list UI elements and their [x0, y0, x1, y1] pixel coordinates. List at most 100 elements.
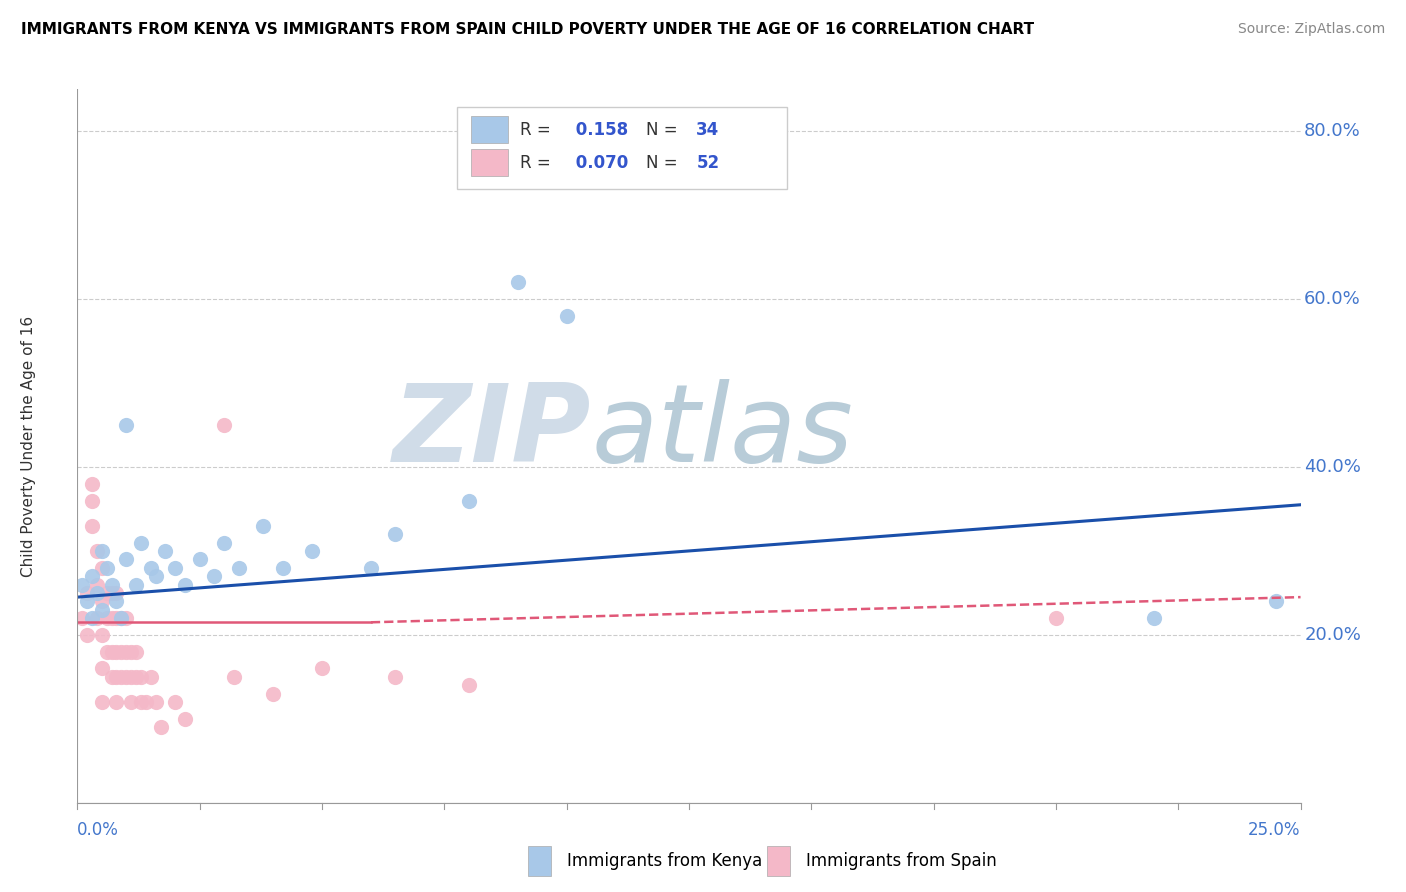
Text: 0.158: 0.158	[571, 121, 628, 139]
Point	[252, 518, 274, 533]
Point	[70, 577, 93, 591]
Point	[125, 645, 148, 659]
Point	[174, 577, 197, 591]
Text: 0.070: 0.070	[571, 154, 628, 172]
Point	[76, 586, 98, 600]
Point	[212, 535, 235, 549]
Point	[1265, 594, 1288, 608]
FancyBboxPatch shape	[471, 149, 508, 177]
Text: N =: N =	[647, 121, 683, 139]
Text: atlas: atlas	[591, 379, 853, 484]
Point	[86, 586, 108, 600]
Point	[222, 670, 245, 684]
Point	[145, 695, 167, 709]
Point	[100, 670, 122, 684]
Point	[139, 560, 162, 574]
Point	[149, 720, 172, 734]
Point	[80, 476, 103, 491]
Point	[80, 611, 103, 625]
Text: 60.0%: 60.0%	[1305, 290, 1361, 308]
Point	[165, 695, 187, 709]
Text: 40.0%: 40.0%	[1305, 458, 1361, 476]
FancyBboxPatch shape	[471, 116, 508, 143]
Text: Child Poverty Under the Age of 16: Child Poverty Under the Age of 16	[21, 316, 37, 576]
Point	[80, 569, 103, 583]
Point	[115, 552, 138, 566]
Point	[120, 645, 142, 659]
FancyBboxPatch shape	[457, 107, 787, 189]
Point	[100, 611, 122, 625]
Point	[301, 544, 323, 558]
Point	[1143, 611, 1166, 625]
Point	[110, 611, 132, 625]
Point	[96, 586, 118, 600]
Point	[86, 544, 108, 558]
Text: R =: R =	[520, 154, 557, 172]
Point	[110, 670, 132, 684]
Point	[86, 611, 108, 625]
Point	[271, 560, 294, 574]
Point	[228, 560, 250, 574]
Point	[105, 645, 128, 659]
Point	[105, 611, 128, 625]
Point	[115, 611, 138, 625]
Point	[129, 535, 152, 549]
Point	[125, 670, 148, 684]
Point	[457, 493, 479, 508]
Point	[115, 670, 138, 684]
Point	[90, 603, 112, 617]
Point	[115, 417, 138, 432]
Text: R =: R =	[520, 121, 557, 139]
Point	[145, 569, 167, 583]
Point	[90, 560, 112, 574]
Point	[100, 586, 122, 600]
Point	[96, 645, 118, 659]
Point	[202, 569, 225, 583]
Point	[135, 695, 157, 709]
Point	[105, 586, 128, 600]
Point	[360, 560, 382, 574]
Point	[90, 628, 112, 642]
Text: 25.0%: 25.0%	[1249, 821, 1301, 838]
Text: Immigrants from Spain: Immigrants from Spain	[806, 852, 997, 870]
Point	[96, 611, 118, 625]
Text: 0.0%: 0.0%	[77, 821, 120, 838]
Text: 52: 52	[696, 154, 720, 172]
Point	[110, 611, 132, 625]
Text: N =: N =	[647, 154, 683, 172]
Text: Immigrants from Kenya: Immigrants from Kenya	[567, 852, 762, 870]
Point	[384, 670, 406, 684]
Text: Source: ZipAtlas.com: Source: ZipAtlas.com	[1237, 22, 1385, 37]
Point	[125, 577, 148, 591]
Point	[80, 518, 103, 533]
Point	[188, 552, 211, 566]
Text: 80.0%: 80.0%	[1305, 122, 1361, 140]
Point	[100, 577, 122, 591]
Point	[212, 417, 235, 432]
Point	[90, 695, 112, 709]
Point	[262, 687, 284, 701]
Point	[506, 275, 529, 289]
Point	[120, 695, 142, 709]
Point	[165, 560, 187, 574]
Point	[155, 544, 177, 558]
Point	[90, 661, 112, 675]
Text: 34: 34	[696, 121, 720, 139]
Point	[1045, 611, 1067, 625]
Point	[139, 670, 162, 684]
Point	[105, 695, 128, 709]
Point	[457, 678, 479, 692]
Point	[86, 577, 108, 591]
Text: ZIP: ZIP	[392, 379, 591, 484]
Point	[311, 661, 333, 675]
Point	[384, 527, 406, 541]
Point	[115, 645, 138, 659]
Point	[174, 712, 197, 726]
Point	[70, 611, 93, 625]
Point	[129, 670, 152, 684]
Point	[129, 695, 152, 709]
Point	[105, 670, 128, 684]
Point	[76, 594, 98, 608]
Point	[90, 544, 112, 558]
Point	[76, 628, 98, 642]
